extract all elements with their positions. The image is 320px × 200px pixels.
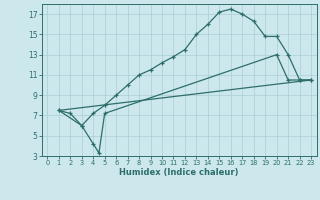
X-axis label: Humidex (Indice chaleur): Humidex (Indice chaleur): [119, 168, 239, 177]
